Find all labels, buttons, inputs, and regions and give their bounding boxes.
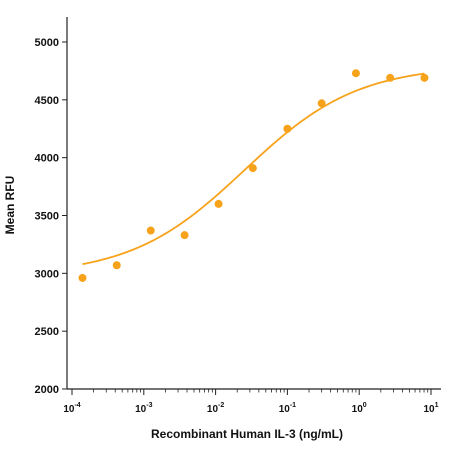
axes-layer (66, 17, 441, 390)
x-ticks: 10-4 10-3 10-2 10-1 100 101 (63, 389, 439, 415)
y-tick-label: 5000 (35, 37, 59, 49)
data-point (248, 164, 257, 173)
data-point (78, 273, 87, 282)
y-axis-title: Mean RFU (3, 176, 17, 235)
data-point (283, 124, 292, 133)
y-tick-label: 3500 (35, 211, 59, 223)
y-tick-label: 4000 (35, 153, 59, 165)
data-point (180, 231, 189, 240)
x-tick-label: 101 (423, 402, 438, 415)
x-axis-title: Recombinant Human IL-3 (ng/mL) (151, 427, 343, 441)
y-tick-label: 4500 (35, 95, 59, 107)
data-point (386, 73, 395, 82)
x-tick-label: 100 (352, 402, 367, 415)
fit-curve (82, 72, 425, 266)
x-tick-label: 10-3 (135, 402, 152, 415)
y-tick-label: 2500 (35, 326, 59, 338)
x-tick-label: 10-1 (279, 402, 296, 415)
data-points (78, 69, 429, 282)
data-point (146, 226, 155, 235)
data-point (214, 199, 223, 208)
fit-curve-layer (82, 72, 425, 266)
data-point (317, 99, 326, 108)
data-point (112, 261, 121, 270)
data-point (420, 73, 429, 82)
data-point (351, 69, 360, 78)
x-tick-label: 10-2 (207, 402, 224, 415)
y-ticks: 2000 2500 3000 3500 4000 4500 5000 (35, 37, 67, 396)
x-tick-label: 10-4 (63, 402, 80, 415)
y-tick-label: 2000 (35, 384, 59, 396)
y-tick-label: 3000 (35, 268, 59, 280)
